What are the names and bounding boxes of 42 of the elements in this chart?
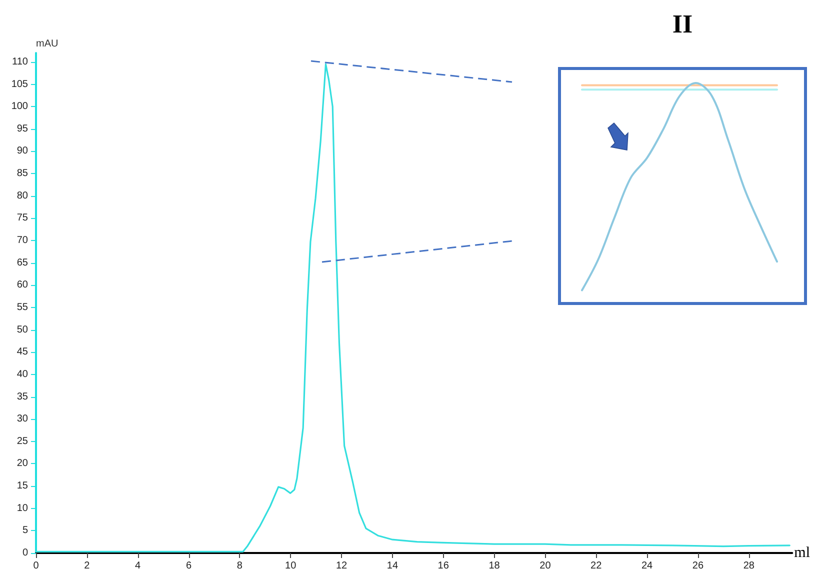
y-tick-label: 0 [22, 548, 28, 558]
x-tick-label: 10 [285, 560, 297, 572]
y-tick-label: 80 [16, 190, 28, 202]
y-tick-label: 100 [11, 101, 28, 112]
y-tick-label: 60 [16, 280, 28, 291]
x-tick-label: 14 [386, 560, 398, 572]
y-tick-label: 35 [16, 391, 28, 402]
x-tick-label: 20 [540, 560, 552, 572]
y-tick-label: 10 [16, 502, 28, 514]
y-tick-label: 55 [16, 302, 28, 313]
x-tick-label: 18 [488, 560, 500, 572]
y-tick-label: 5 [22, 525, 28, 536]
line-series [35, 63, 790, 552]
y-axis-title: mAU [36, 38, 58, 50]
y-tick-label: 15 [16, 480, 28, 492]
x-tick-label: 22 [590, 560, 602, 572]
y-tick-label: 30 [16, 414, 28, 425]
y-tick-label: 65 [16, 257, 28, 268]
y-tick-label: 40 [16, 368, 28, 380]
y-tick-label: 90 [16, 146, 28, 157]
x-tick-label: 2 [84, 560, 90, 572]
y-tick-label: 70 [16, 235, 28, 246]
x-axis-title: ml [794, 545, 810, 561]
y-tick-label: 25 [16, 436, 28, 447]
y-tick-label: 45 [16, 346, 28, 358]
y-tick-label: 75 [16, 212, 28, 224]
chart-title: II [672, 10, 693, 38]
y-tick-label: 95 [16, 123, 28, 134]
x-tick-label: 24 [641, 560, 654, 572]
x-tick-label: 12 [336, 560, 348, 572]
y-tick-label: 50 [16, 324, 28, 336]
x-tick-label: 16 [438, 560, 450, 572]
x-tick-label: 26 [692, 560, 704, 572]
y-tick-label: 110 [12, 56, 28, 68]
y-tick-label: 85 [16, 168, 28, 180]
y-tick-label: 105 [11, 78, 28, 90]
x-tick-label: 6 [186, 560, 192, 572]
x-tick-label: 8 [236, 560, 243, 572]
x-tick-label: 4 [135, 560, 142, 572]
y-tick-label: 20 [16, 458, 28, 470]
x-tick-label: 0 [33, 560, 40, 572]
x-tick-label: 28 [743, 560, 755, 572]
